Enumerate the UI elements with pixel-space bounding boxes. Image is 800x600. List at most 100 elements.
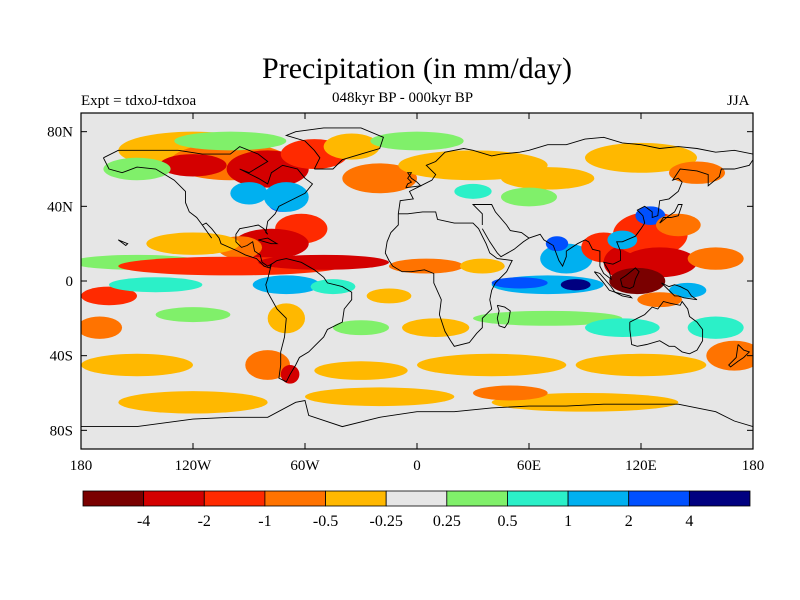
precip-anomaly-region bbox=[263, 182, 309, 212]
precip-anomaly-region bbox=[314, 361, 408, 380]
coastline bbox=[661, 282, 698, 301]
precip-anomaly-region bbox=[305, 387, 455, 407]
x-tick-label: 120W bbox=[175, 458, 213, 474]
y-tick-label: 80S bbox=[50, 423, 73, 439]
coastline bbox=[284, 127, 384, 170]
precip-anomaly-region bbox=[585, 318, 660, 337]
y-tick-label: 40S bbox=[50, 349, 73, 365]
coastline bbox=[81, 399, 753, 428]
colorbar-swatch bbox=[385, 490, 448, 507]
precip-anomaly-region bbox=[342, 163, 417, 194]
coastline bbox=[102, 146, 314, 269]
x-axis: 180 120W 60W 0 60E 120E 180 bbox=[70, 113, 765, 474]
precip-anomaly-region bbox=[230, 182, 268, 205]
precip-anomaly-region bbox=[310, 279, 356, 295]
precip-anomaly-region bbox=[370, 131, 464, 151]
precip-anomaly-region bbox=[109, 277, 203, 293]
precip-anomaly-region bbox=[81, 353, 193, 377]
precip-anomaly-region bbox=[389, 258, 464, 274]
colorbar-label: 0.5 bbox=[497, 513, 517, 530]
precip-anomaly-region bbox=[491, 277, 548, 289]
colorbar-swatch bbox=[264, 490, 326, 507]
colorbar-label: 1 bbox=[564, 513, 572, 530]
colorbar-label: -4 bbox=[137, 513, 150, 530]
precip-anomaly-region bbox=[655, 213, 701, 237]
colorbar-swatch bbox=[688, 490, 751, 507]
precip-anomaly-region bbox=[501, 167, 595, 190]
colorbar-label: -1 bbox=[258, 513, 271, 530]
colorbar-swatch bbox=[628, 490, 690, 507]
precip-anomaly-region bbox=[501, 187, 557, 207]
precip-anomaly-region bbox=[687, 247, 744, 270]
coastline bbox=[629, 300, 704, 355]
coastline bbox=[496, 304, 511, 329]
precip-anomaly-region bbox=[585, 142, 697, 173]
anomaly-layer bbox=[81, 131, 753, 414]
precip-anomaly-region bbox=[609, 267, 666, 295]
precip-anomaly-region bbox=[607, 230, 638, 250]
coastline bbox=[384, 211, 513, 347]
precip-anomaly-region bbox=[706, 340, 753, 371]
x-tick-label: 180 bbox=[70, 458, 93, 474]
precip-anomaly-region bbox=[473, 385, 548, 401]
y-tick-label: 40N bbox=[47, 199, 73, 215]
precip-anomaly-region bbox=[637, 292, 683, 308]
season-label: JJA bbox=[727, 93, 750, 109]
x-tick-label: 120E bbox=[625, 458, 657, 474]
colorbar-swatch bbox=[446, 490, 508, 507]
colorbar-swatch bbox=[203, 490, 266, 507]
precip-anomaly-region bbox=[103, 157, 171, 181]
coastline-layer bbox=[81, 127, 753, 428]
x-tick-label: 0 bbox=[413, 458, 421, 474]
precip-anomaly-region bbox=[245, 350, 291, 380]
precip-anomaly-region bbox=[258, 254, 389, 270]
precip-anomaly-region bbox=[366, 288, 412, 304]
x-tick-label: 180 bbox=[742, 458, 765, 474]
coastline bbox=[397, 136, 753, 214]
precip-anomaly-region bbox=[323, 133, 380, 160]
experiment-label: Expt = tdxoJ-tdxoa bbox=[81, 93, 197, 109]
colorbar-swatch bbox=[143, 490, 205, 507]
precip-anomaly-region bbox=[118, 391, 268, 414]
precip-anomaly-region bbox=[635, 206, 666, 226]
precip-anomaly-region bbox=[81, 286, 137, 306]
map-subtitle: 048kyr BP - 000kyr BP bbox=[332, 90, 474, 106]
colorbar-swatch bbox=[567, 490, 630, 507]
precip-anomaly-region bbox=[687, 316, 744, 339]
precip-anomaly-region bbox=[560, 279, 591, 291]
precip-anomaly-region bbox=[459, 258, 505, 274]
y-tick-label: 80N bbox=[47, 125, 73, 141]
y-tick-label: 0 bbox=[66, 274, 74, 290]
coastline bbox=[528, 159, 753, 281]
page-title: Precipitation (in mm/day) bbox=[262, 52, 572, 85]
x-tick-label: 60W bbox=[290, 458, 320, 474]
x-tick-label: 60E bbox=[517, 458, 541, 474]
precip-anomaly-region bbox=[146, 232, 240, 255]
coastline bbox=[620, 267, 640, 289]
precip-anomaly-region bbox=[473, 310, 623, 326]
colorbar-label: 0.25 bbox=[433, 513, 461, 530]
precip-anomaly-region bbox=[174, 131, 287, 151]
colorbar-swatch bbox=[325, 490, 387, 507]
precip-anomaly-region bbox=[155, 307, 231, 323]
y-axis: 80N 40N 0 40S 80S bbox=[47, 125, 753, 439]
coastline bbox=[471, 204, 530, 258]
colorbar-label: 4 bbox=[685, 513, 693, 530]
coastline bbox=[659, 204, 683, 224]
precip-anomaly-region bbox=[252, 275, 320, 295]
precip-anomaly-region bbox=[545, 236, 569, 252]
precip-anomaly-region bbox=[540, 243, 593, 274]
precip-anomaly-region bbox=[81, 316, 123, 339]
precip-anomaly-region bbox=[159, 154, 227, 177]
coastline bbox=[118, 239, 129, 247]
colorbar: -4 -2 -1 -0.5 -0.25 0.25 0.5 1 2 4 bbox=[82, 490, 751, 530]
precip-anomaly-region bbox=[575, 353, 707, 377]
coastline bbox=[265, 258, 353, 383]
precip-anomaly-region bbox=[417, 353, 567, 377]
precip-anomaly-region bbox=[669, 161, 725, 184]
colorbar-label: 2 bbox=[625, 513, 633, 530]
coastline bbox=[258, 237, 279, 245]
colorbar-label: -0.25 bbox=[370, 513, 403, 530]
coastline bbox=[614, 291, 634, 299]
